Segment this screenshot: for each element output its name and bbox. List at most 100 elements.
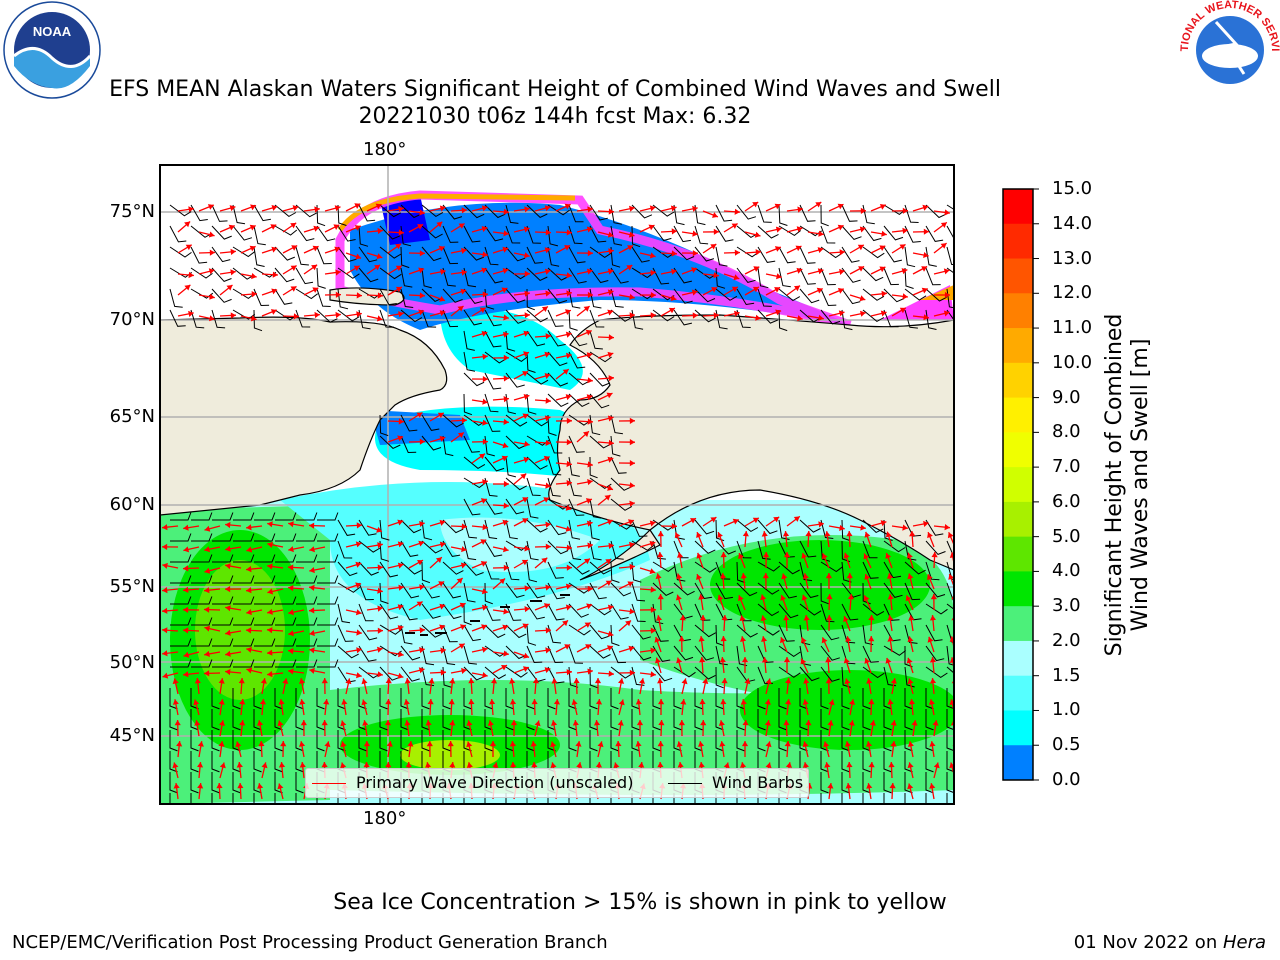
wind-barb [673, 645, 694, 661]
wave-arrow-head [272, 271, 278, 278]
wind-barb [673, 793, 675, 804]
wave-arrow-head [629, 312, 635, 319]
wind-barb [463, 246, 484, 261]
wave-arrow-head [698, 741, 705, 747]
wave-arrow-head [503, 546, 509, 553]
wave-arrow-head [566, 290, 572, 297]
wind-barb [673, 730, 682, 752]
wind-barb [841, 267, 861, 283]
wave-arrow-head [481, 226, 488, 232]
wind-barb [232, 730, 241, 752]
wind-barb [904, 288, 927, 301]
wave-arrow-head [448, 699, 455, 705]
wave-arrow-head [361, 678, 368, 685]
wind-barb [211, 309, 226, 329]
wave-arrow-head [437, 412, 444, 419]
wind-barb [484, 793, 486, 804]
wind-barb [862, 793, 864, 804]
wind-barb [358, 246, 378, 263]
wind-barb [799, 793, 801, 804]
wave-arrow-head [775, 309, 782, 316]
wind-barb [253, 709, 262, 731]
wave-arrow-head [246, 627, 252, 634]
wind-barb [841, 751, 850, 773]
wind-barb [505, 730, 514, 752]
wave-arrow-head [679, 615, 686, 621]
wave-arrow-head [849, 699, 856, 705]
wind-barb [820, 267, 836, 286]
colorbar-segment [1003, 258, 1033, 294]
wave-arrow-head [964, 254, 970, 260]
wind-barb [652, 267, 670, 285]
wave-arrow-head [655, 657, 661, 664]
wind-barb [169, 793, 171, 804]
wind-barb [316, 225, 336, 242]
wind-barb [212, 617, 234, 626]
wave-arrow-head [524, 440, 530, 447]
wave-arrow-head [629, 205, 635, 212]
wave-arrow-head [460, 624, 466, 630]
wave-arrow-head [461, 417, 467, 424]
wave-arrow-head [461, 667, 467, 674]
wave-arrow-head [523, 351, 529, 358]
wave-arrow-head [482, 376, 488, 383]
wind-barb [316, 246, 332, 265]
wind-barb [568, 246, 586, 264]
wind-barb [820, 519, 834, 539]
wave-arrow-head [544, 667, 551, 673]
wave-arrow-head [419, 250, 425, 257]
wave-arrow-head [480, 498, 487, 504]
wind-barb [631, 688, 640, 710]
wave-arrow-head [246, 667, 253, 674]
wave-arrow [955, 783, 957, 799]
wave-arrow-head [817, 247, 824, 253]
wave-arrow-head [608, 670, 614, 677]
wave-arrow-head [425, 762, 432, 768]
wind-barb [484, 477, 498, 497]
wind-barb [358, 225, 369, 247]
wind-barb [379, 730, 388, 752]
wave-arrow-head [696, 532, 702, 538]
wind-barb [568, 561, 590, 575]
wind-barb [799, 204, 816, 222]
wave-arrow-head [691, 267, 697, 273]
wave-arrow-head [531, 699, 538, 705]
wave-arrow-head [482, 524, 488, 531]
wind-barb [778, 624, 795, 642]
wave-arrow-head [825, 657, 832, 663]
wave-arrow-head [230, 312, 236, 319]
nws-logo: NATIONAL WEATHER SERVICE [1176, 0, 1280, 96]
wave-arrow-head [376, 253, 383, 260]
wind-barb [673, 309, 693, 326]
wave-arrow-head [700, 720, 707, 726]
wind-barb [925, 246, 937, 267]
wind-barb [169, 225, 187, 243]
wind-barb [736, 288, 755, 306]
wave-arrow-head [858, 266, 865, 272]
wind-barb [589, 730, 598, 752]
wave-arrow-head [208, 231, 215, 238]
wave-arrow-head [544, 373, 551, 379]
wave-arrow-head [881, 230, 887, 237]
wind-barb [400, 645, 421, 661]
wind-barb [715, 561, 731, 580]
wave-arrow-head [299, 762, 306, 768]
wind-barb [589, 225, 607, 243]
wind-barb [211, 709, 220, 731]
wind-barb [757, 246, 776, 263]
wind-barb [212, 638, 234, 647]
wave-arrow-head [565, 525, 572, 532]
wind-barb [610, 288, 624, 308]
wave-arrow-head [288, 564, 294, 571]
wind-barb [274, 225, 298, 236]
wave-arrow-head [395, 243, 402, 250]
wind-barb [526, 603, 545, 620]
wave-arrow-head [584, 622, 591, 628]
wave-arrow-head [940, 243, 947, 249]
wave-arrow-head [617, 720, 624, 726]
wind-barb [946, 225, 954, 240]
wave-arrow-head [929, 741, 936, 747]
wave-arrow-head [481, 646, 488, 653]
wave-arrow-head [657, 741, 664, 747]
wave-arrow-head [501, 287, 508, 294]
